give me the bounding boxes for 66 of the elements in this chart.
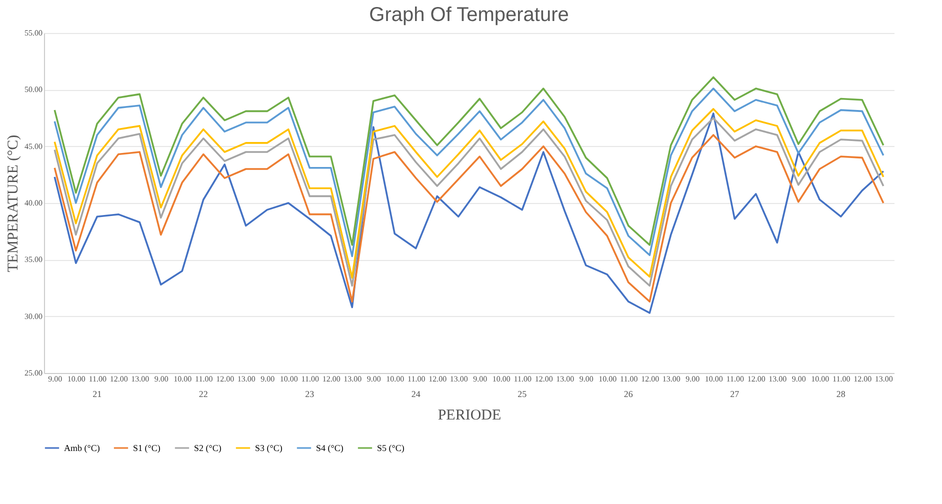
x-tick-label: 11.00 [726,374,744,384]
y-tick-label: 35.00 [24,255,42,264]
x-tick-label: 10.00 [174,374,192,384]
text: 26 [624,389,634,399]
x-tick-label: 10.00 [386,374,404,384]
y-tick-label: 25.00 [24,368,42,378]
text: 21 [92,389,102,399]
legend-label: S1 (°C) [133,443,160,453]
x-tick-label: 10.00 [811,374,830,384]
x-tick-label: 12.00 [747,374,766,384]
x-tick-label: 13.00 [662,374,680,384]
x-tick-label: 12.00 [216,374,234,384]
x-tick-label: 11.00 [620,374,638,384]
chart-title: Graph Of Temperature [369,4,569,26]
x-tick-label: 13.00 [450,374,468,384]
x-tick-label: 13.00 [344,374,362,384]
x-tick-label: 9.00 [154,374,168,384]
x-tick-label: 11.00 [832,374,850,384]
x-tick-label: 9.00 [366,374,381,384]
legend-label: Amb (°C) [64,443,100,453]
legend-label: S4 (°C) [316,443,344,453]
x-tick-label: 9.00 [579,374,594,384]
x-tick-label: 9.00 [473,374,488,384]
x-tick-label: 11.00 [514,374,532,384]
text: 22 [198,389,208,399]
x-tick-label: 13.00 [131,374,150,384]
x-tick-label: 9.00 [260,374,275,384]
x-tick-label: 9.00 [792,374,806,384]
text: 28 [836,389,846,399]
x-tick-label: 9.00 [686,374,700,384]
x-tick-label: 11.00 [88,374,106,384]
x-tick-label: 13.00 [874,374,893,384]
text: 23 [305,389,315,399]
x-tick-label: 10.00 [280,374,298,384]
line-series [54,112,884,314]
x-axis-title: PERIODE [438,408,502,424]
x-tick-label: 10.00 [492,374,510,384]
y-tick-label: 40.00 [24,198,42,208]
text: 27 [730,389,740,399]
x-tick-label: 12.00 [641,374,660,384]
x-tick-label: 11.00 [408,374,426,384]
text: 24 [411,389,421,399]
x-tick-label: 12.00 [428,374,447,384]
x-tick-label: 12.00 [110,374,128,384]
y-tick-label: 55.00 [24,28,42,38]
y-tick-label: 30.00 [24,312,42,321]
x-tick-label: 12.00 [854,374,872,384]
y-tick-label: 45.00 [24,142,42,151]
x-tick-label: 13.00 [556,374,574,384]
x-tick-label: 11.00 [301,374,319,384]
y-tick-label: 50.00 [24,85,42,94]
x-tick-label: 10.00 [598,374,617,384]
legend-label: S5 (°C) [377,443,404,453]
legend-label: S2 (°C) [194,443,222,453]
line-series [54,134,884,302]
x-tick-label: 13.00 [768,374,787,384]
x-tick-label: 11.00 [195,374,213,384]
x-tick-label: 13.00 [237,374,256,384]
x-tick-label: 12.00 [534,374,553,384]
x-tick-label: 12.00 [322,374,340,384]
x-tick-label: 10.00 [67,374,86,384]
legend-label: S3 (°C) [255,443,282,453]
text: 25 [518,389,528,399]
x-tick-label: 10.00 [704,374,723,384]
y-axis-title: TEMPERATURE (°C) [6,134,22,272]
x-tick-label: 9.00 [48,374,62,384]
